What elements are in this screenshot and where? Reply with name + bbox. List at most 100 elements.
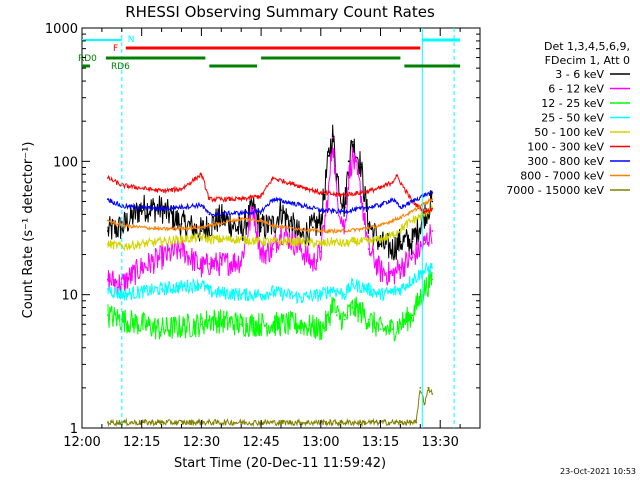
data-point — [160, 421, 163, 424]
legend-entry: 3 - 6 keV — [555, 68, 630, 81]
data-point — [379, 238, 382, 241]
legend-label: 50 - 100 keV — [534, 126, 604, 139]
data-point — [260, 293, 262, 296]
flag-label-n: N — [128, 35, 135, 45]
flag-label-rd6: RD6 — [111, 62, 130, 72]
data-point — [220, 216, 223, 219]
series-layer — [106, 124, 434, 428]
data-point — [343, 293, 346, 296]
data-point — [106, 198, 109, 201]
data-point — [379, 293, 382, 296]
data-point — [300, 296, 302, 299]
data-point — [300, 204, 302, 206]
legend-label: 7000 - 15000 keV — [506, 184, 604, 197]
data-point — [431, 206, 434, 209]
legend-label: 100 - 300 keV — [527, 141, 604, 154]
series-25-50kev — [106, 261, 434, 305]
data-point — [260, 195, 262, 197]
data-point — [200, 230, 203, 232]
data-point — [208, 213, 211, 216]
data-point — [260, 219, 262, 222]
data-point — [260, 240, 262, 243]
data-point — [208, 318, 211, 321]
series-50-100kev — [106, 204, 434, 252]
data-point — [240, 230, 243, 232]
data-point — [272, 177, 274, 179]
x-tick-label: 13:15 — [362, 435, 399, 450]
data-point — [391, 234, 394, 236]
data-point — [343, 243, 346, 245]
data-point — [391, 181, 394, 183]
data-point — [319, 221, 322, 224]
data-point — [399, 228, 402, 231]
y-axis-label: Count Rate (s⁻¹ detector⁻¹) — [21, 142, 36, 319]
data-point — [272, 290, 274, 293]
data-point — [208, 238, 211, 241]
series-line — [107, 387, 433, 428]
data-point — [391, 219, 394, 222]
data-point — [272, 198, 274, 201]
data-point — [319, 328, 322, 331]
series-7000-15000kev — [106, 386, 434, 428]
data-point — [359, 191, 362, 194]
data-point — [379, 328, 382, 331]
data-point — [391, 290, 394, 293]
data-point — [351, 154, 354, 157]
data-point — [431, 266, 434, 269]
data-point — [399, 323, 402, 326]
legend-label: 300 - 800 keV — [527, 155, 604, 168]
data-point — [423, 213, 426, 216]
data-point — [300, 228, 302, 231]
data-point — [160, 190, 163, 192]
data-point — [391, 248, 394, 250]
x-tick-label: 12:45 — [242, 435, 279, 450]
data-point — [272, 323, 274, 326]
data-point — [379, 204, 382, 206]
data-point — [411, 314, 414, 317]
x-tick-label: 12:15 — [123, 435, 160, 450]
data-point — [399, 240, 402, 243]
data-point — [395, 174, 398, 177]
data-point — [423, 270, 426, 273]
data-point — [200, 283, 203, 286]
series-line — [107, 190, 433, 218]
series-12-25kev — [106, 269, 434, 342]
data-point — [280, 209, 282, 212]
data-point — [399, 266, 402, 269]
legend: Det 1,3,4,5,6,9, FDecim 1, Att 0 3 - 6 k… — [506, 40, 630, 197]
data-point — [431, 191, 434, 194]
data-point — [431, 198, 434, 201]
x-axis-label: Start Time (20-Dec-11 11:59:42) — [174, 456, 386, 471]
data-point — [391, 328, 394, 331]
data-point — [106, 243, 109, 245]
data-point — [319, 250, 322, 253]
data-point — [367, 222, 370, 225]
legend-entry: 6 - 12 keV — [548, 83, 630, 96]
x-tick-label: 12:00 — [63, 435, 100, 450]
data-point — [200, 173, 203, 176]
data-point — [335, 314, 338, 317]
data-point — [411, 210, 414, 213]
data-point — [367, 288, 370, 291]
data-point — [106, 177, 109, 179]
data-point — [240, 238, 243, 241]
data-point — [335, 173, 338, 176]
data-point — [252, 206, 255, 209]
data-point — [180, 248, 183, 250]
timestamp: 23-Oct-2021 10:53 — [560, 467, 636, 476]
legend-label: 25 - 50 keV — [541, 112, 604, 125]
data-point — [423, 243, 426, 245]
data-point — [411, 278, 414, 281]
data-point — [411, 219, 414, 222]
data-point — [240, 421, 243, 424]
data-point — [399, 216, 402, 219]
data-point — [331, 240, 334, 243]
data-point — [347, 177, 350, 179]
data-point — [200, 323, 203, 326]
data-point — [423, 403, 426, 406]
data-point — [391, 198, 394, 201]
series-line — [107, 204, 433, 252]
data-point — [327, 318, 330, 321]
data-point — [208, 224, 211, 227]
legend-entry: 12 - 25 keV — [541, 97, 630, 110]
